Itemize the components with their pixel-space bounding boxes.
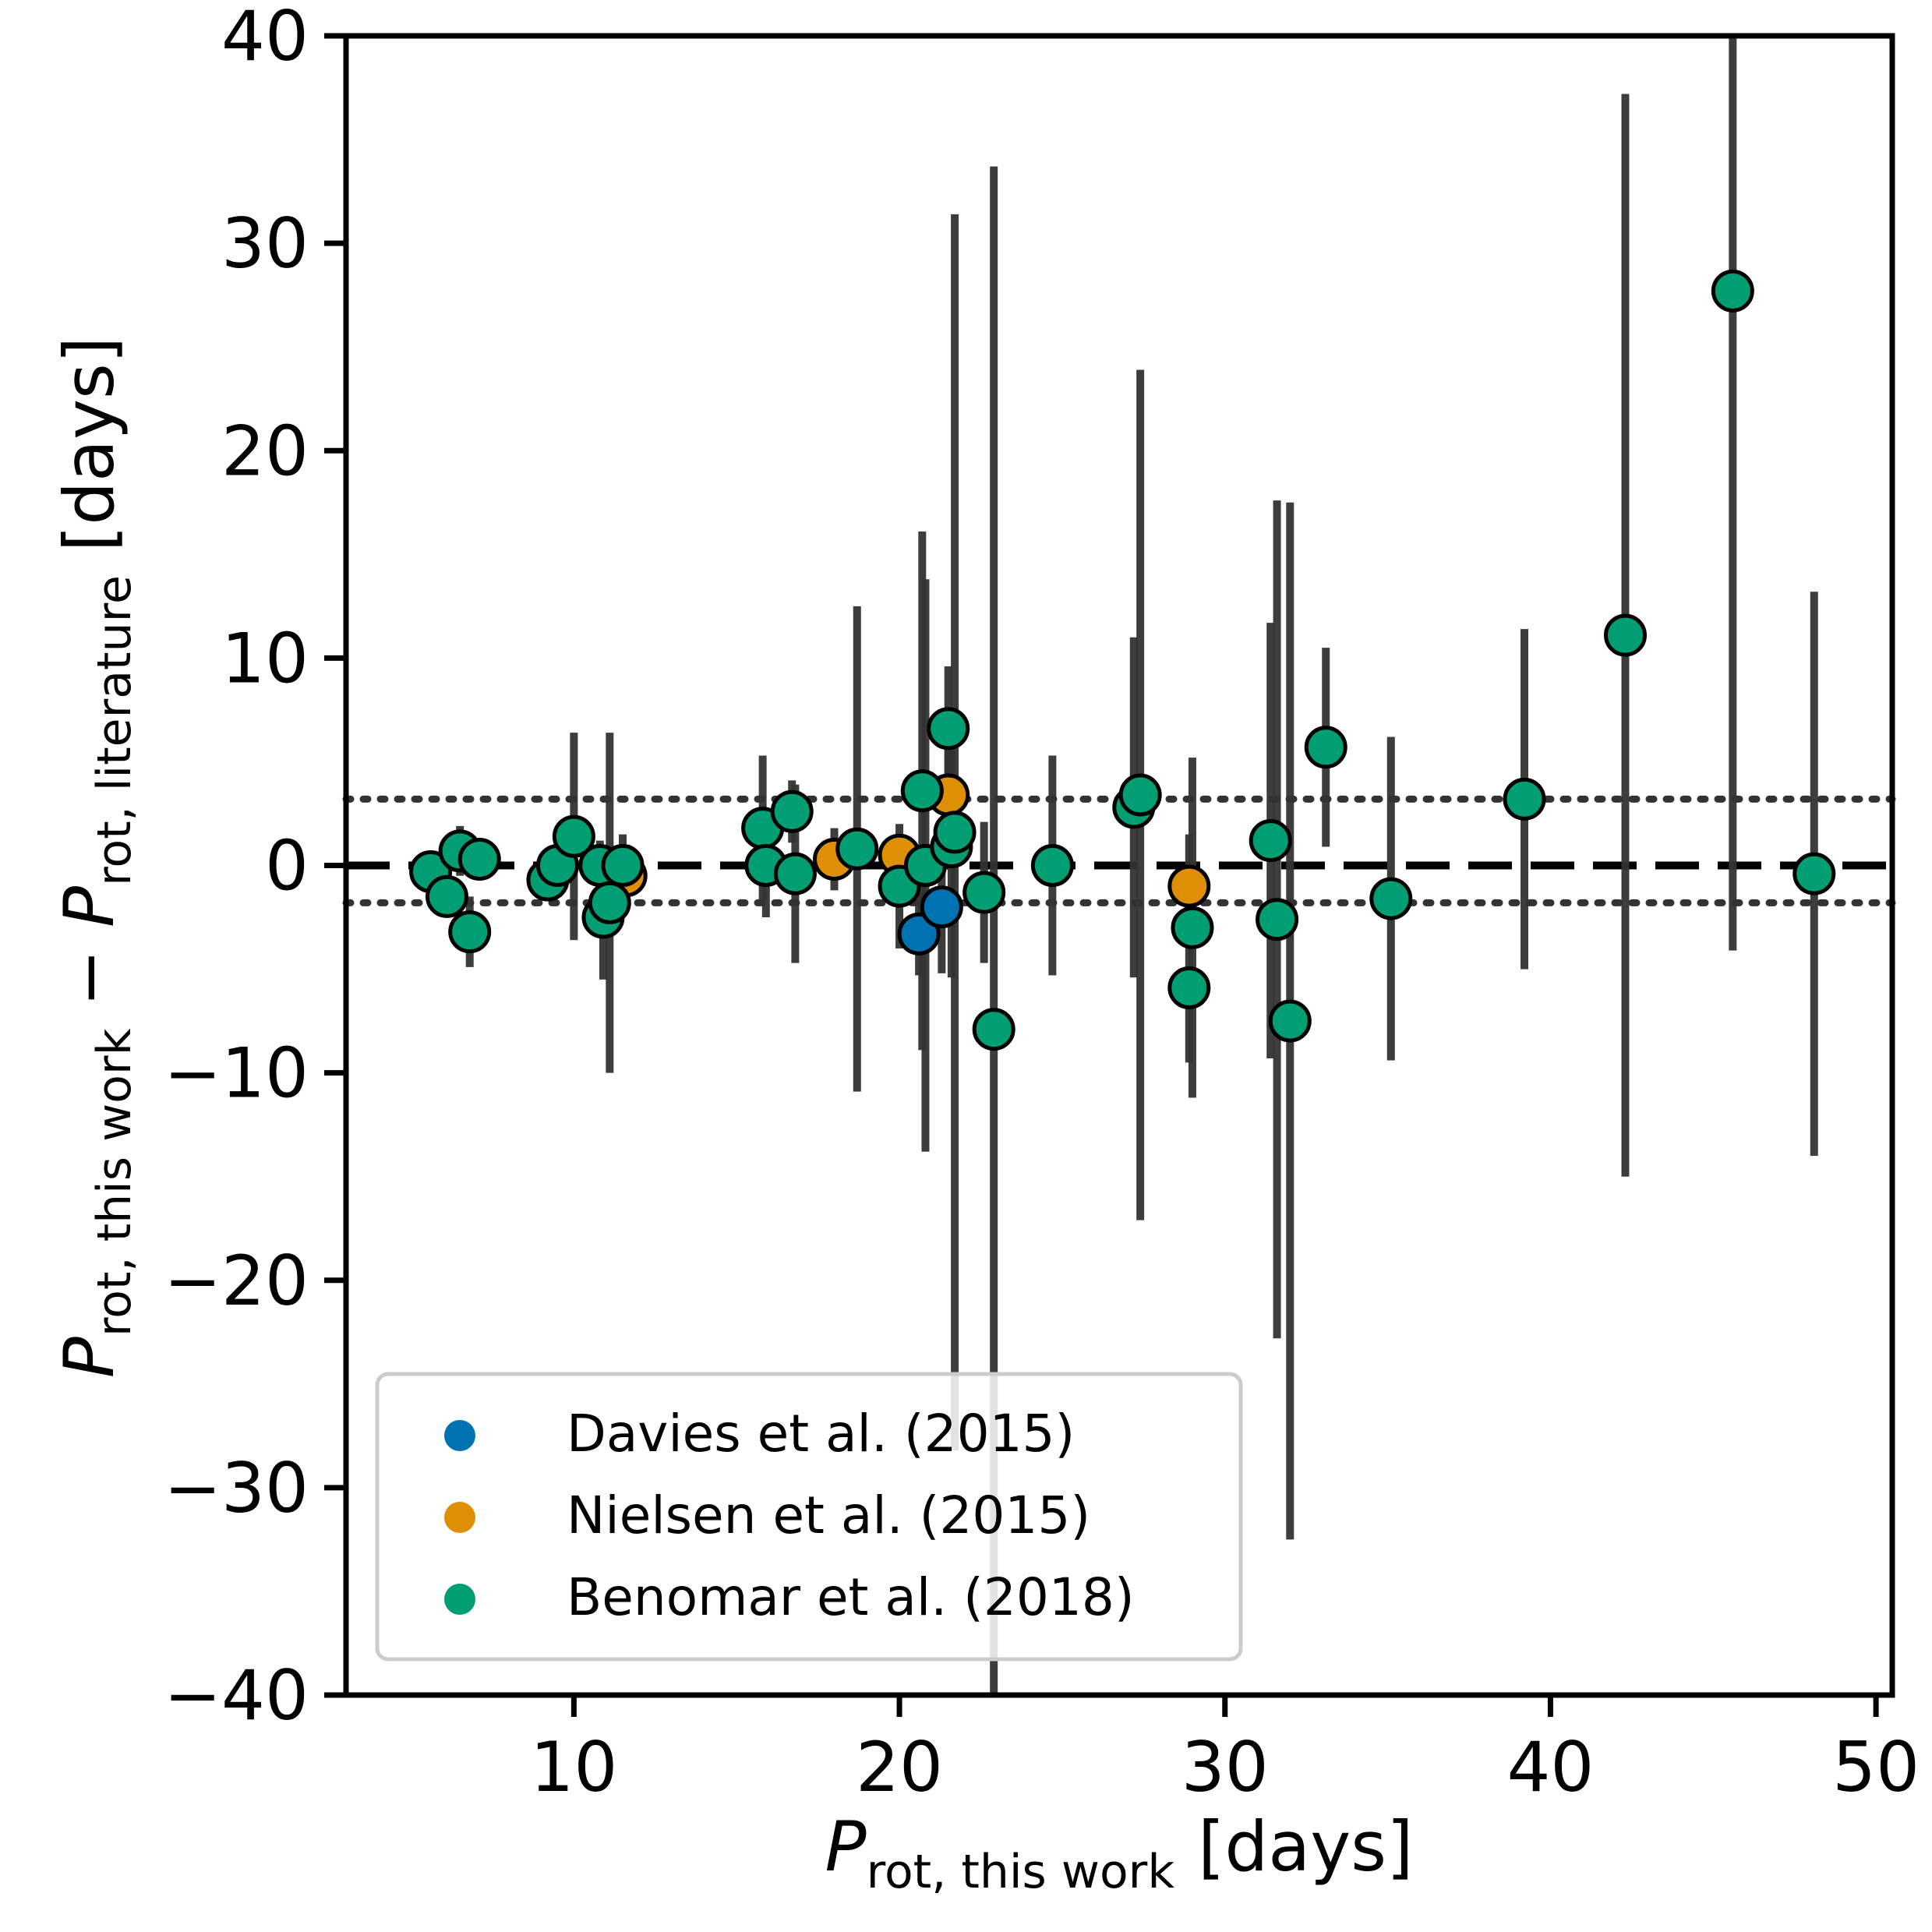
legend-box	[375, 1372, 1243, 1662]
x-axis-label-main: P	[825, 1807, 867, 1887]
data-point	[1268, 999, 1312, 1043]
x-tick-label: 10	[530, 1727, 617, 1807]
data-point	[1171, 906, 1214, 949]
data-point	[588, 881, 631, 924]
data-point	[927, 707, 970, 751]
y-axis-label: Prot, this work − Prot, literature [days]	[49, 337, 142, 1378]
data-point	[1304, 726, 1347, 769]
y-tick-label: −20	[164, 1241, 309, 1321]
data-point	[900, 769, 944, 813]
legend-label-nielsen: Nielsen et al. (2015)	[567, 1485, 1090, 1545]
data-point	[897, 912, 941, 955]
legend-label-benomar: Benomar et al. (2018)	[567, 1567, 1135, 1627]
data-point	[835, 827, 879, 871]
legend: Davies et al. (2015) Nielsen et al. (201…	[375, 1372, 1243, 1662]
x-axis-label: Prot, this work [days]	[825, 1807, 1414, 1899]
x-axis-label-sub: rot, this work	[867, 1845, 1175, 1899]
data-point	[962, 871, 1006, 914]
legend-marker-benomar	[444, 1584, 475, 1615]
axis-ticks: 10 20 30 40 50 −40 −30 −20 −10 0 10 20 30 40	[164, 0, 1920, 1807]
y-tick-label: 30	[221, 203, 309, 284]
data-point	[457, 838, 501, 881]
x-tick-label: 50	[1832, 1727, 1920, 1807]
y-axis-label-sub2: rot, literature	[87, 575, 142, 886]
data-point	[1792, 852, 1836, 895]
legend-marker-davies	[444, 1420, 475, 1451]
data-point	[1711, 269, 1754, 313]
y-tick-label: −40	[164, 1655, 309, 1736]
data-point	[552, 814, 595, 858]
legend-label-davies: Davies et al. (2015)	[567, 1404, 1075, 1464]
data-point	[1503, 777, 1546, 821]
data-point	[1167, 864, 1211, 908]
x-tick-label: 20	[856, 1727, 943, 1807]
data-point	[601, 844, 645, 887]
x-tick-label: 30	[1181, 1727, 1269, 1807]
data-point	[1167, 966, 1211, 1010]
legend-marker-nielsen	[444, 1502, 475, 1533]
y-tick-label: 20	[221, 411, 309, 491]
data-point	[933, 811, 977, 854]
y-tick-label: 40	[221, 0, 309, 76]
y-axis-label-sub1: rot, this work	[87, 1028, 142, 1337]
y-axis-label-p1: P	[49, 1337, 129, 1378]
data-point	[773, 852, 817, 895]
data-point	[425, 874, 468, 918]
data-point	[1603, 613, 1647, 657]
y-axis-label-p2: P	[49, 886, 129, 927]
data-point	[1369, 877, 1413, 920]
y-axis-label-rest: [days]	[49, 337, 129, 552]
x-axis-label-rest: [days]	[1198, 1807, 1413, 1887]
data-point	[1256, 898, 1299, 941]
x-tick-label: 40	[1506, 1727, 1594, 1807]
y-axis-label-minus: −	[49, 927, 129, 1029]
y-tick-label: 0	[265, 826, 309, 906]
data-point	[1030, 844, 1074, 887]
y-tick-label: 10	[221, 618, 309, 698]
data-point	[972, 1008, 1015, 1051]
data-point	[1249, 819, 1292, 863]
data-point	[1118, 773, 1162, 817]
data-point	[770, 789, 814, 833]
y-tick-label: −30	[164, 1448, 309, 1528]
data-point	[448, 910, 492, 954]
data-point	[920, 885, 963, 929]
y-tick-label: −10	[164, 1033, 309, 1114]
data-points	[409, 269, 1836, 1051]
